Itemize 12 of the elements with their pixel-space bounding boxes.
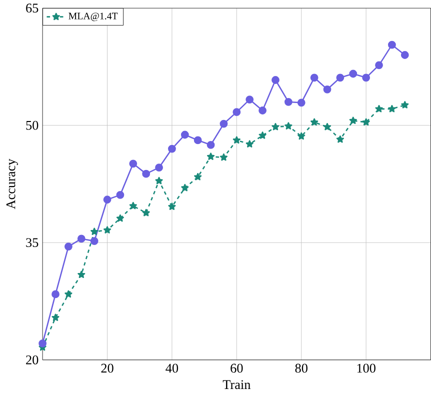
y-tick-label: 35: [26, 238, 38, 248]
y-tick-label: 20: [26, 356, 38, 364]
x-tick-label: 60: [230, 364, 243, 373]
x-tick-label: 100: [357, 364, 376, 373]
y-axis-title: Accuracy: [6, 158, 18, 210]
y-tick-label: 50: [26, 121, 38, 130]
x-tick-label: 80: [295, 364, 308, 373]
x-tick-label: 40: [166, 364, 178, 373]
y-tick-label: 65: [26, 4, 38, 13]
x-tick-label: 20: [101, 364, 114, 373]
legend-label: MLA@1.4T: [68, 12, 118, 22]
x-axis-title: Train: [222, 380, 251, 390]
